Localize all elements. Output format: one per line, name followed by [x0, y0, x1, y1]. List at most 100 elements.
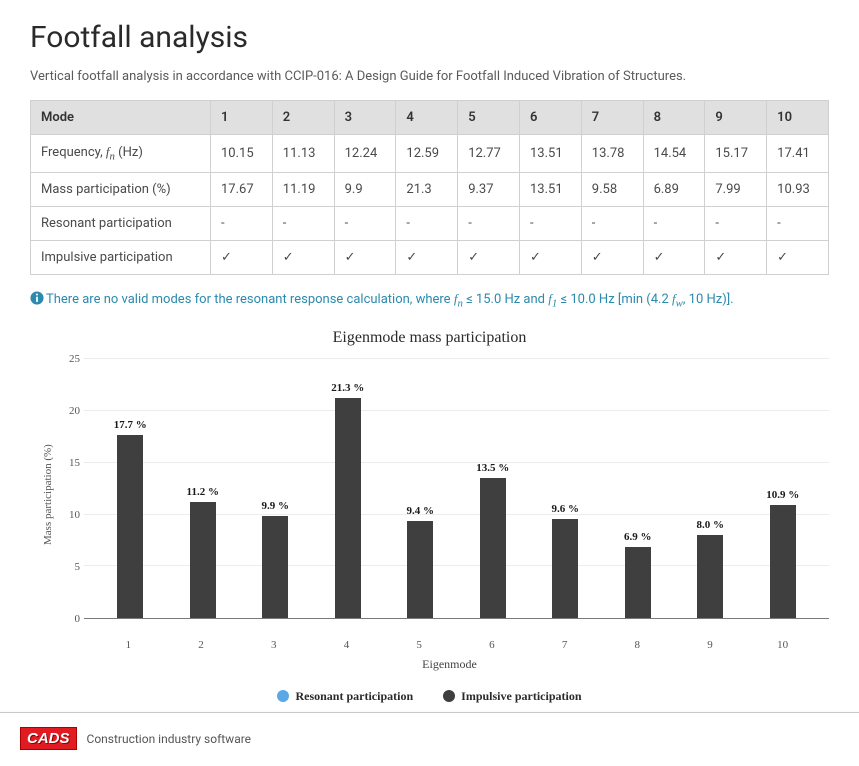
bar-value-label: 17.7 %	[114, 419, 147, 431]
y-tick: 0	[75, 613, 85, 625]
table-row: Mass participation (%)17.6711.199.921.39…	[31, 172, 829, 206]
table-header-col: 9	[705, 101, 767, 135]
bar-slot: 21.3 %	[312, 359, 385, 618]
bar-slot: 13.5 %	[457, 359, 530, 618]
table-cell: 11.13	[272, 135, 334, 173]
table-cell: 12.59	[396, 135, 458, 173]
table-header-col: 2	[272, 101, 334, 135]
y-tick: 25	[69, 353, 84, 365]
chart-title: Eigenmode mass participation	[30, 329, 829, 347]
table-header-col: 8	[643, 101, 705, 135]
table-cell: ✓	[272, 240, 334, 274]
bar	[262, 516, 288, 619]
table-cell: 7.99	[705, 172, 767, 206]
bar-value-label: 10.9 %	[766, 489, 799, 501]
bar-slot: 8.0 %	[674, 359, 747, 618]
bar	[117, 435, 143, 618]
table-cell: 21.3	[396, 172, 458, 206]
bar-value-label: 21.3 %	[331, 382, 364, 394]
table-cell: ✓	[581, 240, 643, 274]
table-cell: -	[458, 206, 520, 240]
info-icon	[30, 291, 44, 305]
y-axis: 0510152025	[56, 359, 84, 619]
table-cell: -	[767, 206, 829, 240]
x-tick: 8	[601, 635, 674, 651]
x-axis-ticks: 12345678910	[82, 635, 829, 651]
bar-slot: 9.9 %	[239, 359, 312, 618]
footer-tagline: Construction industry software	[87, 732, 252, 746]
table-cell: ✓	[458, 240, 520, 274]
table-cell: ✓	[705, 240, 767, 274]
bar-slot: 9.4 %	[384, 359, 457, 618]
table-cell: 9.37	[458, 172, 520, 206]
row-label: Resonant participation	[31, 206, 211, 240]
bar-value-label: 9.6 %	[552, 503, 580, 515]
table-cell: -	[705, 206, 767, 240]
x-axis-label: Eigenmode	[70, 657, 829, 672]
table-cell: 12.77	[458, 135, 520, 173]
bar-value-label: 8.0 %	[697, 519, 725, 531]
table-header-col: 6	[519, 101, 581, 135]
table-cell: -	[519, 206, 581, 240]
chart-legend: Resonant participation Impulsive particip…	[30, 688, 829, 704]
plot-area: 17.7 %11.2 %9.9 %21.3 %9.4 %13.5 %9.6 %6…	[84, 359, 829, 619]
bar-slot: 10.9 %	[747, 359, 820, 618]
legend-item: Impulsive participation	[443, 688, 581, 704]
brand-logo: CADS	[20, 727, 77, 750]
table-cell: -	[211, 206, 273, 240]
table-cell: 9.58	[581, 172, 643, 206]
legend-item: Resonant participation	[277, 688, 413, 704]
modes-table: Mode12345678910 Frequency, fn (Hz)10.151…	[30, 100, 829, 275]
y-tick: 5	[75, 561, 85, 573]
legend-swatch	[443, 690, 455, 702]
table-header-col: 4	[396, 101, 458, 135]
table-header-col: 3	[334, 101, 396, 135]
table-header-col: 1	[211, 101, 273, 135]
bar-slot: 9.6 %	[529, 359, 602, 618]
table-cell: -	[334, 206, 396, 240]
y-axis-label: Mass participation (%)	[40, 355, 56, 635]
table-cell: 9.9	[334, 172, 396, 206]
table-header-mode: Mode	[31, 101, 211, 135]
bar	[625, 547, 651, 618]
table-cell: 6.89	[643, 172, 705, 206]
x-tick: 3	[237, 635, 310, 651]
y-tick: 10	[69, 509, 84, 521]
row-label: Mass participation (%)	[31, 172, 211, 206]
table-cell: 17.67	[211, 172, 273, 206]
bar-value-label: 9.9 %	[262, 500, 290, 512]
bar-value-label: 9.4 %	[407, 505, 435, 517]
info-note: There are no valid modes for the resonan…	[30, 291, 829, 310]
bar	[407, 521, 433, 618]
table-cell: -	[272, 206, 334, 240]
table-cell: ✓	[334, 240, 396, 274]
table-header-col: 10	[767, 101, 829, 135]
bar	[335, 398, 361, 619]
table-cell: ✓	[211, 240, 273, 274]
table-row: Frequency, fn (Hz)10.1511.1312.2412.5912…	[31, 135, 829, 173]
table-cell: ✓	[519, 240, 581, 274]
table-cell: -	[581, 206, 643, 240]
table-cell: 10.93	[767, 172, 829, 206]
table-header-col: 5	[458, 101, 520, 135]
table-cell: ✓	[767, 240, 829, 274]
table-cell: 12.24	[334, 135, 396, 173]
bar-slot: 6.9 %	[602, 359, 675, 618]
x-tick: 2	[165, 635, 238, 651]
mass-participation-chart: Eigenmode mass participation Mass partic…	[30, 329, 829, 704]
table-cell: -	[643, 206, 705, 240]
bar-slot: 17.7 %	[94, 359, 167, 618]
table-cell: 10.15	[211, 135, 273, 173]
bar	[770, 505, 796, 618]
x-tick: 6	[456, 635, 529, 651]
x-tick: 7	[528, 635, 601, 651]
legend-label: Resonant participation	[295, 689, 413, 704]
table-cell: ✓	[396, 240, 458, 274]
legend-swatch	[277, 690, 289, 702]
x-tick: 4	[310, 635, 383, 651]
row-label: Frequency, fn (Hz)	[31, 135, 211, 173]
table-cell: 13.51	[519, 172, 581, 206]
bar-value-label: 13.5 %	[476, 462, 509, 474]
bar	[480, 478, 506, 618]
page-title: Footfall analysis	[30, 20, 829, 55]
